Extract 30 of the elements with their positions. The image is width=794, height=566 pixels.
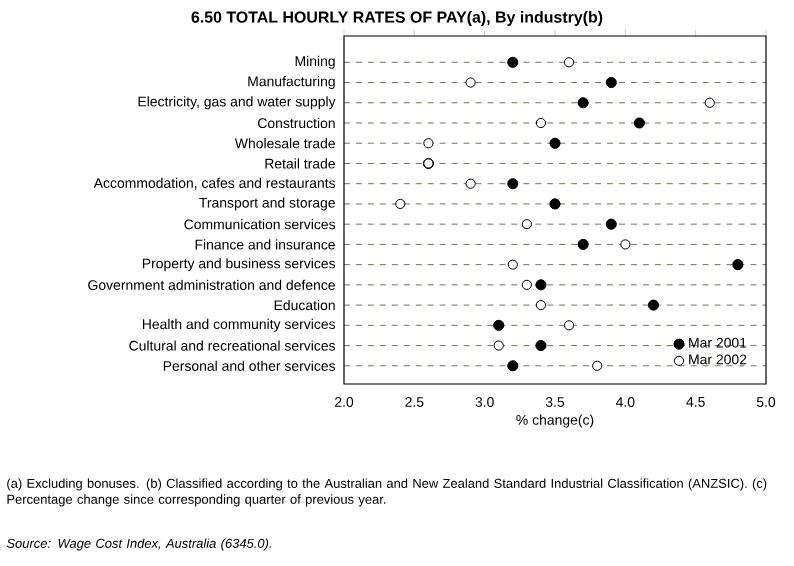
- point: [592, 360, 603, 371]
- point: [732, 259, 744, 271]
- point: [620, 239, 631, 250]
- point: [704, 97, 715, 108]
- point: [549, 137, 561, 149]
- point: [647, 299, 660, 311]
- point: [577, 238, 589, 250]
- point: [605, 76, 617, 89]
- point: [605, 218, 617, 230]
- point: [507, 259, 518, 270]
- point: [507, 56, 519, 68]
- point: [465, 178, 476, 189]
- point: [535, 279, 547, 291]
- point: [423, 138, 434, 149]
- point: [395, 198, 406, 210]
- point: [633, 117, 645, 129]
- point: [507, 360, 519, 372]
- point: [535, 340, 547, 352]
- point: [521, 279, 532, 290]
- point: [577, 97, 589, 109]
- point: [493, 340, 504, 351]
- point: [535, 299, 547, 311]
- point: [507, 178, 519, 190]
- point: [563, 57, 575, 68]
- point: [549, 198, 561, 210]
- point: [535, 117, 547, 129]
- point: [493, 319, 505, 331]
- point: [521, 219, 532, 230]
- point: [465, 77, 476, 88]
- point: [563, 320, 575, 331]
